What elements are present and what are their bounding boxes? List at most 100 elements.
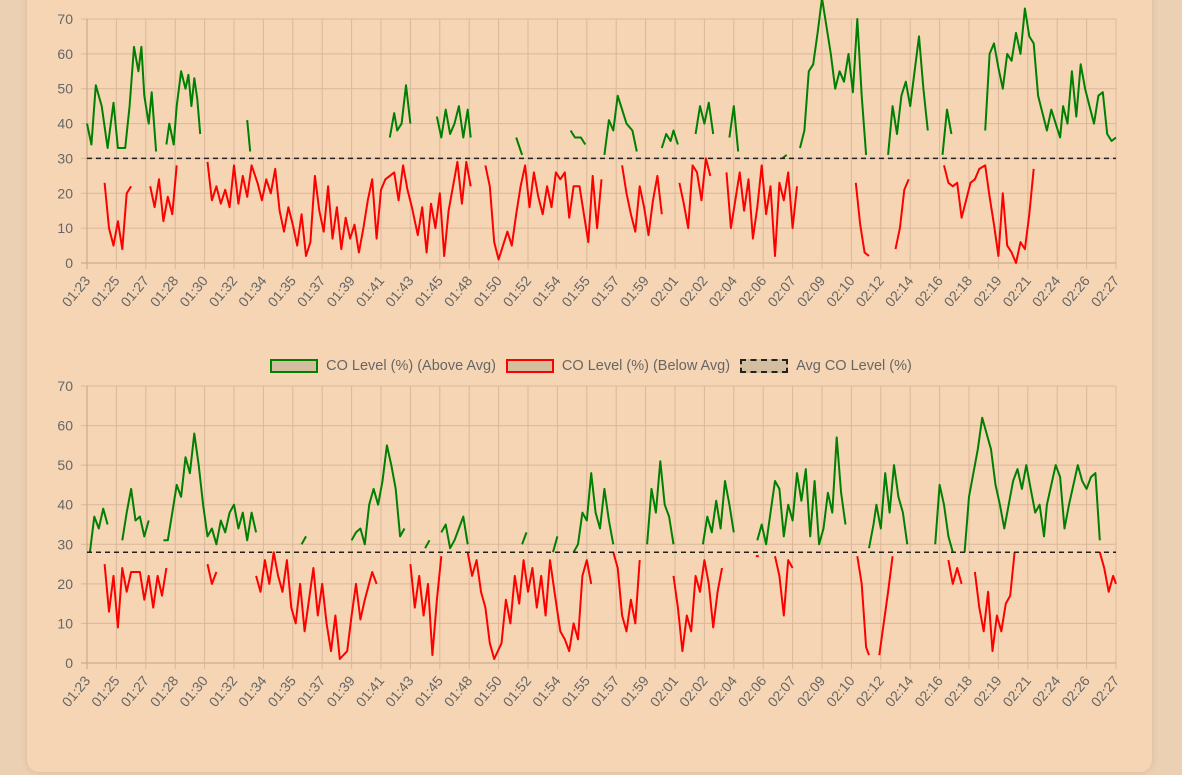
series-above-line xyxy=(569,129,587,146)
x-tick-label: 01:48 xyxy=(441,672,476,709)
y-tick-label: 60 xyxy=(57,46,73,62)
legend-item-avg[interactable]: Avg CO Level (%) xyxy=(740,358,912,374)
series-above-line xyxy=(165,70,202,146)
x-tick-label: 02:14 xyxy=(882,672,917,709)
x-tick-label: 02:24 xyxy=(1029,272,1064,309)
x-tick-label: 02:27 xyxy=(1088,272,1123,309)
x-tick-label: 01:32 xyxy=(206,672,241,709)
legend-label-avg: Avg CO Level (%) xyxy=(796,358,912,374)
series-above-line xyxy=(887,35,929,155)
x-tick-label: 02:02 xyxy=(676,672,711,709)
y-tick-label: 60 xyxy=(57,418,73,434)
series-above-line xyxy=(701,480,735,545)
y-tick-label: 0 xyxy=(65,655,73,671)
y-tick-label: 30 xyxy=(57,150,73,166)
series-below-line xyxy=(973,552,1016,653)
x-tick-label: 02:18 xyxy=(941,272,976,309)
y-tick-label: 40 xyxy=(57,116,73,132)
series-above-line xyxy=(86,45,158,152)
series-above-line xyxy=(440,515,469,550)
x-tick-label: 02:12 xyxy=(852,672,887,709)
series-above-line xyxy=(694,101,715,135)
series-above-line xyxy=(728,105,740,152)
x-tick-label: 02:04 xyxy=(705,672,740,709)
y-tick-label: 70 xyxy=(57,11,73,27)
series-above-line xyxy=(515,137,524,156)
x-tick-label: 01:57 xyxy=(588,272,623,309)
x-tick-label: 01:43 xyxy=(382,272,417,309)
series-below-line xyxy=(206,160,472,257)
x-tick-label: 01:45 xyxy=(411,672,446,709)
x-tick-label: 01:43 xyxy=(382,672,417,709)
x-tick-label: 01:30 xyxy=(176,272,211,309)
x-tick-label: 01:32 xyxy=(206,272,241,309)
x-tick-label: 02:14 xyxy=(882,272,917,309)
series-above-line xyxy=(603,94,638,156)
x-tick-label: 01:28 xyxy=(147,272,182,309)
y-tick-label: 10 xyxy=(57,220,73,236)
series-below-line xyxy=(409,556,443,657)
x-tick-label: 02:19 xyxy=(970,272,1005,309)
x-tick-label: 02:10 xyxy=(823,272,858,309)
x-tick-label: 01:37 xyxy=(294,672,329,709)
series-below-line xyxy=(854,182,870,257)
series-below-line xyxy=(484,164,603,261)
chart-legend: CO Level (%) (Above Avg) CO Level (%) (B… xyxy=(0,356,1182,376)
x-tick-label: 01:55 xyxy=(558,672,593,709)
series-below-line xyxy=(1098,551,1117,593)
x-tick-label: 01:55 xyxy=(558,272,593,309)
series-above-line xyxy=(350,444,406,546)
series-below-line xyxy=(255,551,378,660)
series-above-line xyxy=(246,120,252,152)
series-below-line xyxy=(947,559,963,585)
series-above-line xyxy=(552,536,559,553)
series-below-line xyxy=(103,182,132,251)
series-below-line xyxy=(878,556,894,656)
legend-label-below: CO Level (%) (Below Avg) xyxy=(561,358,731,374)
series-below-line xyxy=(672,559,723,653)
series-below-line xyxy=(678,157,712,230)
x-tick-label: 01:50 xyxy=(470,672,505,709)
x-tick-label: 01:59 xyxy=(617,272,652,309)
x-tick-label: 01:39 xyxy=(323,672,358,709)
legend-item-above[interactable]: CO Level (%) (Above Avg) xyxy=(270,358,496,374)
x-tick-label: 02:27 xyxy=(1088,672,1123,709)
x-tick-label: 01:28 xyxy=(147,672,182,709)
legend-item-below[interactable]: CO Level (%) (Below Avg) xyxy=(505,358,731,374)
x-tick-label: 02:06 xyxy=(735,272,770,309)
y-tick-label: 50 xyxy=(57,457,73,473)
series-below-line xyxy=(149,165,178,223)
x-tick-label: 02:12 xyxy=(852,272,887,309)
x-tick-label: 02:02 xyxy=(676,272,711,309)
series-below-line xyxy=(612,551,641,633)
x-tick-label: 01:41 xyxy=(353,672,388,709)
series-above-line xyxy=(572,472,615,553)
x-tick-label: 01:27 xyxy=(117,672,152,709)
series-below-line xyxy=(725,164,798,257)
series-above-line xyxy=(300,535,307,545)
x-tick-label: 01:25 xyxy=(88,272,123,309)
x-tick-label: 02:19 xyxy=(970,672,1005,709)
x-tick-label: 01:23 xyxy=(59,272,94,309)
x-tick-label: 02:07 xyxy=(764,272,799,309)
series-above-line xyxy=(660,129,679,149)
x-tick-label: 01:34 xyxy=(235,272,270,309)
x-tick-label: 02:06 xyxy=(735,672,770,709)
x-tick-label: 02:04 xyxy=(705,272,740,309)
series-below-line xyxy=(943,164,1035,264)
series-below-line xyxy=(206,563,218,585)
x-tick-label: 02:21 xyxy=(999,672,1034,709)
series-above-line xyxy=(868,464,909,549)
x-tick-label: 01:57 xyxy=(588,672,623,709)
x-tick-label: 01:35 xyxy=(264,672,299,709)
series-above-line xyxy=(435,105,472,139)
x-tick-label: 02:07 xyxy=(764,672,799,709)
y-tick-label: 50 xyxy=(57,81,73,97)
x-tick-label: 01:25 xyxy=(88,672,123,709)
x-tick-label: 02:26 xyxy=(1058,672,1093,709)
series-above-line xyxy=(521,532,528,545)
y-tick-label: 20 xyxy=(57,576,73,592)
x-tick-label: 01:39 xyxy=(323,272,358,309)
series-below-line xyxy=(466,552,593,660)
series-above-line xyxy=(756,436,847,546)
